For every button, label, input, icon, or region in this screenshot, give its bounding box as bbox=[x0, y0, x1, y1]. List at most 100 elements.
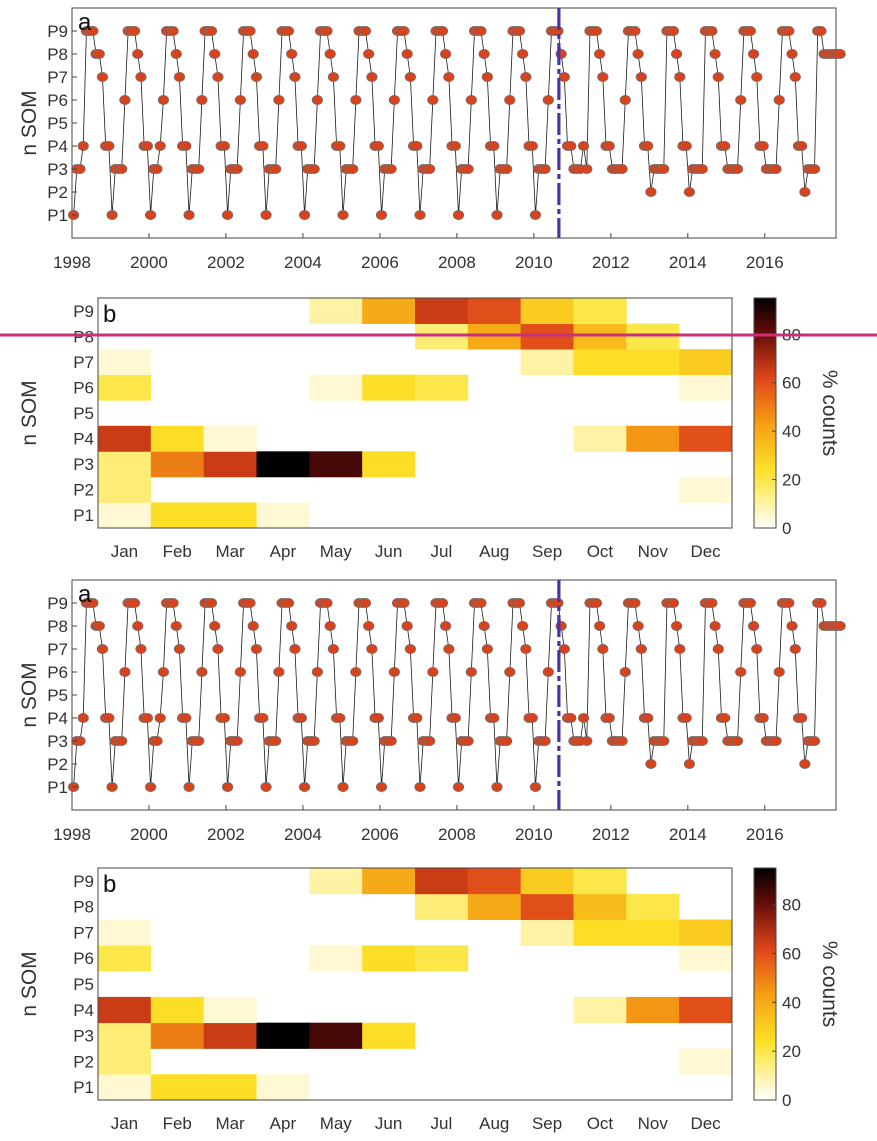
data-point bbox=[712, 644, 724, 655]
data-point bbox=[747, 49, 760, 60]
data-point bbox=[488, 140, 500, 151]
data-point bbox=[462, 163, 474, 174]
data-point bbox=[783, 25, 795, 36]
data-point bbox=[616, 163, 628, 174]
data-point bbox=[77, 140, 89, 151]
data-point bbox=[452, 209, 465, 220]
data-point bbox=[696, 736, 708, 747]
data-point bbox=[157, 95, 170, 106]
data-point bbox=[103, 713, 115, 724]
data-point bbox=[221, 209, 234, 220]
x-tick-label: May bbox=[320, 542, 353, 561]
data-point bbox=[757, 713, 769, 724]
colorbar-tick-label: 20 bbox=[782, 471, 801, 490]
panel-top-a-timeseries: P1 P2 P3 P4 P5 P6 P7 P8 P9 1998 2000 2002 2004 2006 20… bbox=[18, 7, 846, 272]
data-point bbox=[558, 72, 570, 83]
data-point bbox=[706, 598, 718, 609]
data-point bbox=[257, 713, 269, 724]
x-tick-label: Jan bbox=[111, 542, 138, 561]
data-point bbox=[385, 163, 397, 174]
y-tick-label: P7 bbox=[47, 640, 68, 659]
data-point bbox=[680, 713, 692, 724]
data-point bbox=[135, 644, 147, 655]
heatmap-cell bbox=[520, 323, 574, 350]
data-point bbox=[87, 25, 99, 36]
data-point bbox=[404, 644, 416, 655]
heatmap-cell bbox=[679, 945, 733, 972]
colorbar-label: % counts bbox=[818, 941, 841, 1027]
heatmap-cell bbox=[520, 919, 574, 946]
y-tick-label: P7 bbox=[47, 68, 68, 87]
data-point bbox=[157, 667, 170, 678]
data-point bbox=[141, 713, 153, 724]
x-tick-label: Oct bbox=[587, 1114, 614, 1133]
panel-bottom-a-timeseries: P1 P2 P3 P4 P5 P6 P7 P8 P9 1998 2000 2002 2004 2006 20… bbox=[18, 579, 846, 844]
y-axis-label: n SOM bbox=[18, 380, 41, 445]
data-point bbox=[363, 621, 375, 632]
x-tick-label: 2008 bbox=[438, 825, 476, 844]
y-tick-label: P9 bbox=[73, 872, 94, 891]
data-point bbox=[635, 72, 647, 83]
colorbar-tick-label: 40 bbox=[782, 422, 801, 441]
data-point bbox=[629, 25, 641, 36]
y-tick-label: P7 bbox=[73, 923, 94, 942]
data-point bbox=[517, 621, 529, 632]
data-point bbox=[590, 598, 603, 609]
data-point bbox=[751, 72, 763, 83]
data-point bbox=[674, 644, 686, 655]
data-point bbox=[709, 49, 721, 60]
heatmap-cell bbox=[362, 374, 416, 401]
data-point bbox=[581, 163, 593, 174]
data-point bbox=[93, 49, 105, 60]
data-point bbox=[462, 736, 474, 747]
x-tick-label: May bbox=[320, 1114, 353, 1133]
x-tick-label: Jun bbox=[375, 1114, 402, 1133]
heatmap-cell bbox=[573, 349, 627, 376]
heatmap-cell bbox=[573, 919, 627, 946]
data-point bbox=[375, 782, 388, 793]
data-point bbox=[324, 49, 336, 60]
panel-label: b bbox=[103, 301, 116, 328]
heatmap-cell bbox=[98, 374, 152, 401]
heatmap-cell bbox=[415, 945, 469, 972]
heatmap-cell bbox=[415, 868, 469, 895]
heatmap-cell bbox=[256, 1074, 310, 1101]
x-tick-label: Aug bbox=[479, 1114, 509, 1133]
data-point bbox=[747, 621, 760, 632]
heatmap-cell bbox=[98, 1048, 152, 1075]
heatmap-cell bbox=[520, 868, 574, 895]
plot-frame bbox=[97, 867, 733, 1101]
heatmap-cell bbox=[150, 425, 205, 452]
data-point bbox=[231, 163, 243, 174]
heatmap-cell bbox=[203, 1074, 257, 1101]
data-point bbox=[465, 667, 477, 678]
y-tick-label: P4 bbox=[73, 1001, 94, 1020]
y-axis-label: n SOM bbox=[18, 90, 41, 155]
data-point bbox=[337, 209, 349, 220]
y-axis-label: n SOM bbox=[18, 662, 41, 727]
data-point bbox=[529, 782, 542, 793]
heatmap-cell bbox=[150, 502, 205, 529]
heatmap-cell bbox=[98, 1074, 152, 1101]
y-tick-label: P6 bbox=[47, 91, 68, 110]
data-point bbox=[363, 49, 375, 60]
x-tick-label: Apr bbox=[270, 542, 297, 561]
data-point bbox=[260, 209, 272, 220]
heatmap-cell bbox=[415, 374, 469, 401]
data-point bbox=[218, 140, 230, 151]
data-point bbox=[327, 72, 339, 83]
data-point bbox=[526, 713, 538, 724]
data-point bbox=[193, 163, 205, 174]
heatmap-cell bbox=[415, 323, 469, 350]
x-tick-label: Mar bbox=[215, 542, 245, 561]
data-point bbox=[270, 736, 282, 747]
heatmap-cell bbox=[520, 893, 574, 920]
heatmap-cell bbox=[679, 996, 733, 1024]
data-point bbox=[424, 163, 436, 174]
data-point bbox=[565, 713, 577, 724]
data-point bbox=[635, 644, 647, 655]
data-point bbox=[135, 72, 147, 83]
data-point bbox=[96, 644, 109, 655]
data-point bbox=[282, 25, 295, 36]
heatmap-cell bbox=[203, 451, 257, 478]
